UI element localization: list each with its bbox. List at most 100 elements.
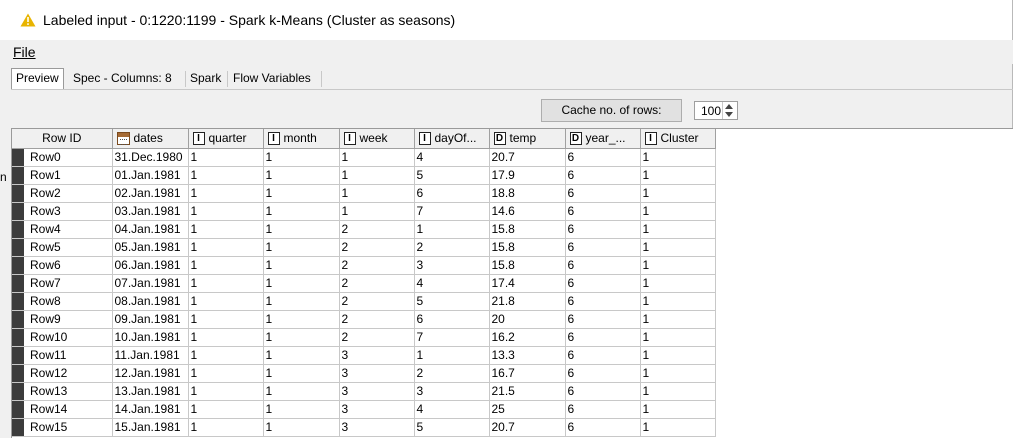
table-cell[interactable]: 07.Jan.1981 [112, 274, 189, 293]
table-row[interactable]: Row0 31.Dec.1980 1 1 1 4 20.7 6 1 [12, 148, 716, 167]
table-cell[interactable]: 6 [565, 418, 641, 437]
spinner-arrows[interactable] [723, 103, 736, 118]
table-cell[interactable]: 2 [339, 256, 415, 275]
table-cell[interactable]: 1 [339, 148, 415, 167]
table-row[interactable]: Row14 14.Jan.1981 1 1 3 4 25 6 1 [12, 400, 716, 419]
table-row[interactable]: Row4 04.Jan.1981 1 1 2 1 15.8 6 1 [12, 220, 716, 239]
table-cell[interactable]: 1 [188, 418, 264, 437]
table-cell[interactable]: 1 [640, 148, 716, 167]
row-id-cell[interactable]: Row4 [12, 220, 113, 239]
table-cell[interactable]: 6 [565, 346, 641, 365]
table-cell[interactable]: 1 [188, 202, 264, 221]
table-row[interactable]: Row15 15.Jan.1981 1 1 3 5 20.7 6 1 [12, 418, 716, 437]
table-cell[interactable]: 2 [339, 310, 415, 329]
column-header[interactable]: dates [112, 129, 189, 149]
table-cell[interactable]: 1 [640, 238, 716, 257]
spinner-down-icon[interactable] [725, 112, 733, 117]
tab-preview[interactable]: Preview [11, 68, 64, 89]
table-cell[interactable]: 4 [414, 400, 490, 419]
table-cell[interactable]: 1 [188, 166, 264, 185]
table-cell[interactable]: 1 [640, 202, 716, 221]
table-cell[interactable]: 6 [565, 328, 641, 347]
table-cell[interactable]: 6 [565, 292, 641, 311]
table-cell[interactable]: 1 [263, 256, 340, 275]
row-id-cell[interactable]: Row3 [12, 202, 113, 221]
table-cell[interactable]: 17.4 [489, 274, 566, 293]
table-cell[interactable]: 2 [339, 238, 415, 257]
table-cell[interactable]: 5 [414, 418, 490, 437]
table-cell[interactable]: 12.Jan.1981 [112, 364, 189, 383]
table-cell[interactable]: 6 [565, 256, 641, 275]
table-cell[interactable]: 1 [263, 382, 340, 401]
table-cell[interactable]: 31.Dec.1980 [112, 148, 189, 167]
table-cell[interactable]: 1 [640, 166, 716, 185]
table-cell[interactable]: 3 [414, 382, 490, 401]
table-cell[interactable]: 1 [263, 292, 340, 311]
table-row[interactable]: Row11 11.Jan.1981 1 1 3 1 13.3 6 1 [12, 346, 716, 365]
table-cell[interactable]: 17.9 [489, 166, 566, 185]
table-cell[interactable]: 1 [188, 274, 264, 293]
table-cell[interactable]: 1 [188, 148, 264, 167]
table-cell[interactable]: 02.Jan.1981 [112, 184, 189, 203]
table-cell[interactable]: 05.Jan.1981 [112, 238, 189, 257]
table-cell[interactable]: 1 [188, 292, 264, 311]
table-cell[interactable]: 1 [188, 346, 264, 365]
table-cell[interactable]: 1 [263, 220, 340, 239]
table-cell[interactable]: 1 [263, 346, 340, 365]
table-cell[interactable]: 3 [414, 256, 490, 275]
table-cell[interactable]: 04.Jan.1981 [112, 220, 189, 239]
row-id-cell[interactable]: Row1 [12, 166, 113, 185]
table-cell[interactable]: 1 [414, 346, 490, 365]
table-cell[interactable]: 1 [640, 346, 716, 365]
cache-rows-value[interactable]: 100 [700, 104, 721, 118]
table-cell[interactable]: 1 [263, 328, 340, 347]
table-row[interactable]: Row8 08.Jan.1981 1 1 2 5 21.8 6 1 [12, 292, 716, 311]
table-cell[interactable]: 4 [414, 274, 490, 293]
table-cell[interactable]: 1 [188, 256, 264, 275]
table-cell[interactable]: 1 [640, 274, 716, 293]
table-cell[interactable]: 1 [263, 418, 340, 437]
table-cell[interactable]: 09.Jan.1981 [112, 310, 189, 329]
table-cell[interactable]: 13.3 [489, 346, 566, 365]
table-cell[interactable]: 2 [339, 274, 415, 293]
table-cell[interactable]: 16.2 [489, 328, 566, 347]
row-id-cell[interactable]: Row9 [12, 310, 113, 329]
row-id-cell[interactable]: Row8 [12, 292, 113, 311]
table-cell[interactable]: 1 [640, 310, 716, 329]
table-cell[interactable]: 1 [640, 328, 716, 347]
table-cell[interactable]: 6 [565, 382, 641, 401]
table-cell[interactable]: 15.8 [489, 238, 566, 257]
table-cell[interactable]: 25 [489, 400, 566, 419]
spinner-up-icon[interactable] [725, 104, 733, 109]
tab-spark[interactable]: Spark [190, 71, 222, 85]
table-cell[interactable]: 20 [489, 310, 566, 329]
table-cell[interactable]: 7 [414, 328, 490, 347]
table-row[interactable]: Row6 06.Jan.1981 1 1 2 3 15.8 6 1 [12, 256, 716, 275]
table-cell[interactable]: 1 [640, 418, 716, 437]
row-id-cell[interactable]: Row10 [12, 328, 113, 347]
row-id-cell[interactable]: Row2 [12, 184, 113, 203]
row-id-cell[interactable]: Row11 [12, 346, 113, 365]
table-cell[interactable]: 1 [414, 220, 490, 239]
table-cell[interactable]: 1 [188, 364, 264, 383]
tab-flow-variables[interactable]: Flow Variables [233, 71, 311, 85]
table-cell[interactable]: 2 [339, 328, 415, 347]
table-cell[interactable]: 7 [414, 202, 490, 221]
table-cell[interactable]: 3 [339, 400, 415, 419]
table-cell[interactable]: 1 [339, 166, 415, 185]
column-header-row-id[interactable]: Row ID [12, 129, 113, 149]
table-cell[interactable]: 6 [565, 202, 641, 221]
row-id-cell[interactable]: Row7 [12, 274, 113, 293]
table-cell[interactable]: 3 [339, 364, 415, 383]
table-cell[interactable]: 1 [188, 328, 264, 347]
table-cell[interactable]: 1 [188, 220, 264, 239]
table-cell[interactable]: 1 [263, 238, 340, 257]
table-row[interactable]: Row13 13.Jan.1981 1 1 3 3 21.5 6 1 [12, 382, 716, 401]
table-cell[interactable]: 18.8 [489, 184, 566, 203]
table-cell[interactable]: 6 [565, 220, 641, 239]
